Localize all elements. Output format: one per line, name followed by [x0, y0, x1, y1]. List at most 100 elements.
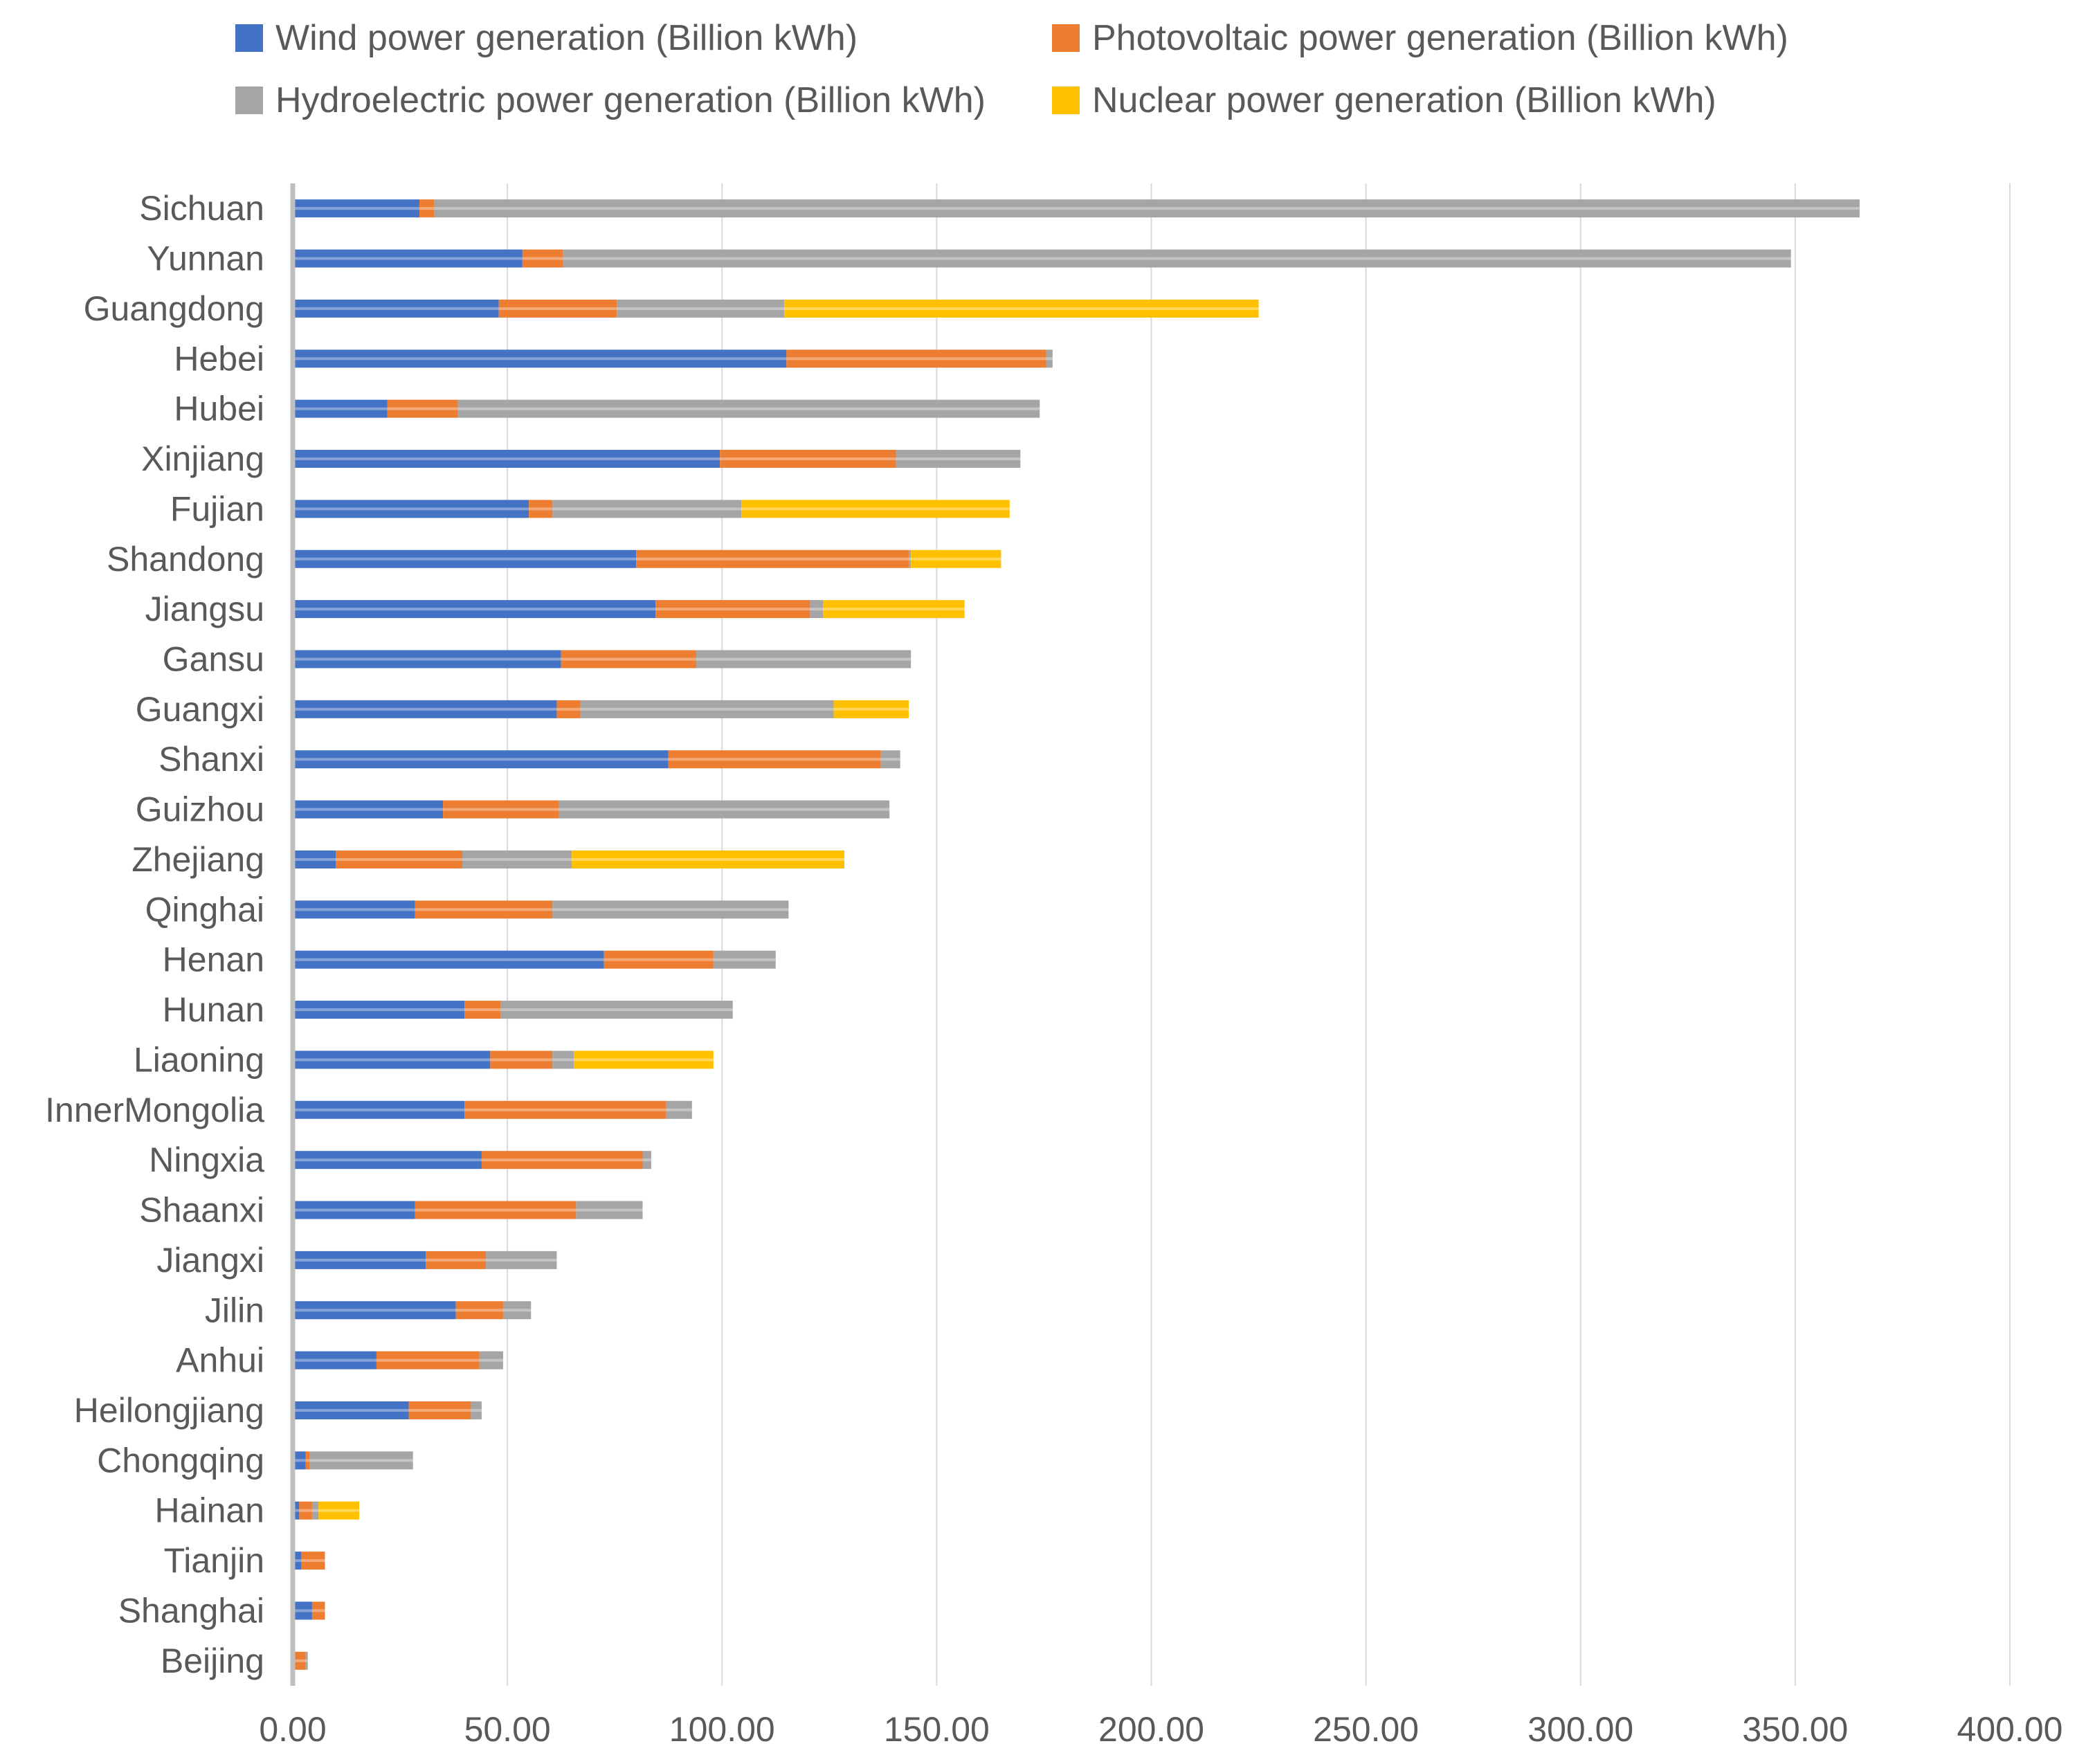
- bar-segment[interactable]: [426, 1251, 487, 1269]
- bar-segment[interactable]: [490, 1051, 553, 1069]
- bar-segment[interactable]: [668, 750, 881, 769]
- bar-segment[interactable]: [336, 850, 462, 869]
- bar-segment[interactable]: [305, 1451, 310, 1470]
- bar-segment[interactable]: [293, 299, 499, 318]
- bar-segment[interactable]: [696, 650, 911, 669]
- bar-segment[interactable]: [823, 600, 965, 619]
- bar-segment[interactable]: [666, 1100, 692, 1119]
- bar-segment[interactable]: [387, 399, 458, 418]
- bar-segment[interactable]: [479, 1351, 503, 1370]
- bar-segment[interactable]: [293, 349, 787, 368]
- bar-segment-fill: [408, 1401, 471, 1419]
- bar-segment[interactable]: [576, 1201, 643, 1219]
- bar-segment[interactable]: [561, 650, 697, 669]
- bar-segment[interactable]: [408, 1401, 471, 1419]
- bar-segment[interactable]: [810, 600, 824, 619]
- bar-segment[interactable]: [415, 900, 553, 919]
- bar-segment[interactable]: [293, 249, 523, 268]
- bar-segment[interactable]: [720, 450, 896, 469]
- bar-segment[interactable]: [580, 700, 834, 718]
- legend-item-wind[interactable]: Wind power generation (Billion kWh): [235, 17, 858, 59]
- bar-segment[interactable]: [293, 1051, 491, 1069]
- bar-segment[interactable]: [293, 1201, 415, 1219]
- bar-segment[interactable]: [301, 1552, 325, 1570]
- bar-segment[interactable]: [636, 549, 909, 568]
- bar-segment[interactable]: [786, 349, 1046, 368]
- bar-segment[interactable]: [376, 1351, 480, 1370]
- bar-segment[interactable]: [552, 1051, 574, 1069]
- bar-segment[interactable]: [556, 700, 581, 718]
- bar-segment[interactable]: [572, 850, 845, 869]
- bar-segment-fill: [642, 1151, 651, 1170]
- bar-segment[interactable]: [617, 299, 785, 318]
- bar-segment[interactable]: [293, 700, 557, 718]
- bar-segment[interactable]: [455, 1301, 503, 1320]
- bar-segment[interactable]: [293, 500, 529, 518]
- bar-segment[interactable]: [293, 750, 669, 769]
- bar-segment[interactable]: [293, 600, 656, 619]
- bar-segment[interactable]: [604, 950, 714, 969]
- bar-segment[interactable]: [293, 1351, 377, 1370]
- bar-segment[interactable]: [896, 450, 1021, 469]
- legend-item-hydroelectric[interactable]: Hydroelectric power generation (Billion …: [235, 80, 986, 121]
- bar-segment[interactable]: [502, 1301, 532, 1320]
- bar-segment[interactable]: [563, 249, 1791, 268]
- bar-segment[interactable]: [529, 500, 553, 518]
- bar-segment[interactable]: [293, 650, 561, 669]
- bar-segment[interactable]: [642, 1151, 651, 1170]
- bar-segment[interactable]: [293, 1100, 465, 1119]
- bar-segment[interactable]: [293, 1151, 482, 1170]
- bar-segment[interactable]: [486, 1251, 557, 1269]
- bar-segment[interactable]: [293, 1401, 409, 1419]
- bar-segment[interactable]: [481, 1151, 643, 1170]
- bar-segment[interactable]: [880, 750, 900, 769]
- bar-segment[interactable]: [713, 950, 776, 969]
- bar-segment[interactable]: [419, 199, 435, 218]
- bar-segment[interactable]: [415, 1201, 577, 1219]
- bar-segment[interactable]: [293, 549, 637, 568]
- bar-segment[interactable]: [311, 1601, 325, 1620]
- bar-segment[interactable]: [498, 299, 617, 318]
- bar-segment[interactable]: [464, 1100, 666, 1119]
- bar-segment[interactable]: [784, 299, 1259, 318]
- bar-segment[interactable]: [1046, 349, 1053, 368]
- bar-segment[interactable]: [293, 1451, 306, 1470]
- bar-segment[interactable]: [434, 199, 1860, 218]
- bar-segment[interactable]: [464, 1001, 501, 1019]
- bar-segment[interactable]: [909, 549, 911, 568]
- bar-segment[interactable]: [293, 800, 444, 819]
- bar-segment[interactable]: [655, 600, 810, 619]
- bar-segment[interactable]: [293, 850, 336, 869]
- bar-segment[interactable]: [443, 800, 559, 819]
- bar-segment[interactable]: [293, 1501, 300, 1520]
- bar-segment[interactable]: [318, 1501, 360, 1520]
- bar-segment[interactable]: [293, 1301, 456, 1320]
- bar-segment[interactable]: [293, 950, 604, 969]
- bar-segment[interactable]: [293, 1001, 465, 1019]
- bar-segment[interactable]: [522, 249, 563, 268]
- bar-segment[interactable]: [293, 450, 720, 469]
- bar-segment[interactable]: [311, 1501, 319, 1520]
- bar-segment[interactable]: [309, 1451, 413, 1470]
- bar-segment[interactable]: [741, 500, 1010, 518]
- bar-segment[interactable]: [574, 1051, 714, 1069]
- bar-segment[interactable]: [471, 1401, 482, 1419]
- bar-segment[interactable]: [293, 199, 419, 218]
- bar-segment[interactable]: [293, 399, 388, 418]
- bar-segment[interactable]: [305, 1651, 308, 1670]
- legend-item-photovoltaic[interactable]: Photovoltaic power generation (Billion k…: [1052, 17, 1788, 59]
- bar-segment[interactable]: [295, 1651, 306, 1670]
- bar-segment[interactable]: [293, 1251, 426, 1269]
- bar-segment[interactable]: [462, 850, 572, 869]
- bar-segment[interactable]: [911, 549, 1001, 568]
- bar-segment[interactable]: [299, 1501, 312, 1520]
- bar-segment[interactable]: [552, 900, 789, 919]
- bar-segment[interactable]: [293, 900, 415, 919]
- bar-segment[interactable]: [500, 1001, 733, 1019]
- legend-item-nuclear[interactable]: Nuclear power generation (Billion kWh): [1052, 80, 1716, 121]
- bar-segment[interactable]: [559, 800, 890, 819]
- bar-segment[interactable]: [457, 399, 1040, 418]
- bar-segment[interactable]: [552, 500, 742, 518]
- bar-segment[interactable]: [293, 1601, 312, 1620]
- bar-segment[interactable]: [833, 700, 909, 718]
